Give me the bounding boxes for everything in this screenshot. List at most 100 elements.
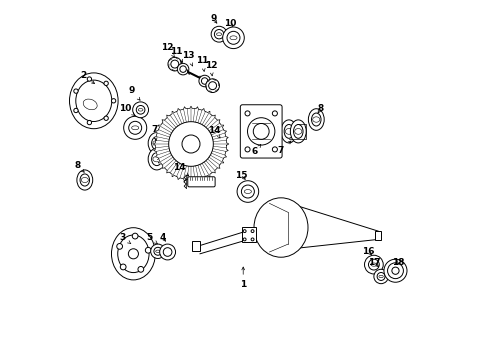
Circle shape xyxy=(133,102,148,118)
Ellipse shape xyxy=(83,99,97,110)
Text: 18: 18 xyxy=(392,258,404,266)
Circle shape xyxy=(253,123,269,139)
Circle shape xyxy=(154,247,162,255)
Circle shape xyxy=(146,247,151,253)
Ellipse shape xyxy=(112,228,155,280)
Circle shape xyxy=(180,66,186,72)
Circle shape xyxy=(392,267,399,274)
Text: 17: 17 xyxy=(368,258,380,267)
Text: 7: 7 xyxy=(278,141,291,155)
Polygon shape xyxy=(153,106,229,182)
Circle shape xyxy=(199,75,210,87)
Circle shape xyxy=(227,31,240,44)
Text: 7: 7 xyxy=(151,125,157,140)
Circle shape xyxy=(132,233,138,239)
Text: 8: 8 xyxy=(74,161,84,172)
Text: 14: 14 xyxy=(208,126,220,138)
Circle shape xyxy=(87,77,92,81)
Text: 2: 2 xyxy=(80,71,95,84)
Ellipse shape xyxy=(254,198,308,257)
Circle shape xyxy=(74,108,78,113)
Circle shape xyxy=(138,266,144,272)
FancyBboxPatch shape xyxy=(375,231,381,240)
Ellipse shape xyxy=(118,235,149,273)
Text: 13: 13 xyxy=(182,51,195,66)
Ellipse shape xyxy=(217,33,221,36)
Ellipse shape xyxy=(153,156,161,162)
Circle shape xyxy=(377,273,385,280)
Ellipse shape xyxy=(294,129,302,134)
FancyBboxPatch shape xyxy=(242,227,256,242)
Text: 14: 14 xyxy=(173,163,189,176)
Circle shape xyxy=(163,248,172,256)
Ellipse shape xyxy=(138,108,143,111)
Circle shape xyxy=(245,147,250,152)
Circle shape xyxy=(243,238,246,241)
Ellipse shape xyxy=(76,80,112,122)
Ellipse shape xyxy=(151,153,162,166)
Text: 4: 4 xyxy=(160,233,166,242)
Circle shape xyxy=(160,244,175,260)
Text: 9: 9 xyxy=(210,14,217,23)
Text: 10: 10 xyxy=(119,104,135,116)
Text: 12: 12 xyxy=(204,61,217,76)
Ellipse shape xyxy=(379,275,383,278)
Text: 10: 10 xyxy=(224,19,236,28)
Circle shape xyxy=(365,255,383,274)
FancyBboxPatch shape xyxy=(240,105,282,158)
Ellipse shape xyxy=(148,132,166,154)
Circle shape xyxy=(215,30,224,39)
Circle shape xyxy=(182,135,200,153)
Circle shape xyxy=(206,79,220,93)
Ellipse shape xyxy=(313,117,320,122)
Ellipse shape xyxy=(156,250,160,252)
Ellipse shape xyxy=(132,126,139,130)
FancyBboxPatch shape xyxy=(188,177,215,187)
FancyBboxPatch shape xyxy=(192,241,199,251)
Ellipse shape xyxy=(151,137,162,150)
Circle shape xyxy=(104,81,108,86)
Text: 16: 16 xyxy=(362,247,374,256)
Circle shape xyxy=(74,89,78,93)
Text: 9: 9 xyxy=(128,86,140,100)
Circle shape xyxy=(128,249,139,259)
Circle shape xyxy=(151,244,165,258)
Circle shape xyxy=(171,60,179,68)
Circle shape xyxy=(211,26,227,42)
Circle shape xyxy=(374,269,388,284)
Circle shape xyxy=(129,121,142,134)
Circle shape xyxy=(168,57,182,71)
Ellipse shape xyxy=(77,170,93,190)
Circle shape xyxy=(237,181,259,202)
Circle shape xyxy=(384,259,407,282)
Text: 3: 3 xyxy=(120,233,131,244)
Ellipse shape xyxy=(80,174,90,186)
Circle shape xyxy=(87,120,92,125)
Circle shape xyxy=(201,78,208,84)
Ellipse shape xyxy=(285,129,293,134)
Circle shape xyxy=(251,238,254,241)
Ellipse shape xyxy=(371,263,377,266)
Circle shape xyxy=(117,243,122,249)
Circle shape xyxy=(169,122,213,166)
Circle shape xyxy=(245,111,250,116)
Text: 6: 6 xyxy=(252,144,261,156)
Circle shape xyxy=(272,147,277,152)
Ellipse shape xyxy=(153,140,161,146)
Circle shape xyxy=(368,259,379,270)
Circle shape xyxy=(247,118,275,145)
Text: 11: 11 xyxy=(170,46,183,62)
Ellipse shape xyxy=(294,125,303,138)
Text: 11: 11 xyxy=(196,56,209,71)
Ellipse shape xyxy=(291,120,306,143)
Circle shape xyxy=(243,230,246,233)
Text: 15: 15 xyxy=(235,171,247,180)
Text: 5: 5 xyxy=(147,233,158,244)
Circle shape xyxy=(242,185,254,198)
Circle shape xyxy=(251,230,254,233)
Circle shape xyxy=(177,63,189,75)
Circle shape xyxy=(272,111,277,116)
Ellipse shape xyxy=(70,73,118,129)
Text: 1: 1 xyxy=(240,267,246,289)
Ellipse shape xyxy=(308,109,324,130)
